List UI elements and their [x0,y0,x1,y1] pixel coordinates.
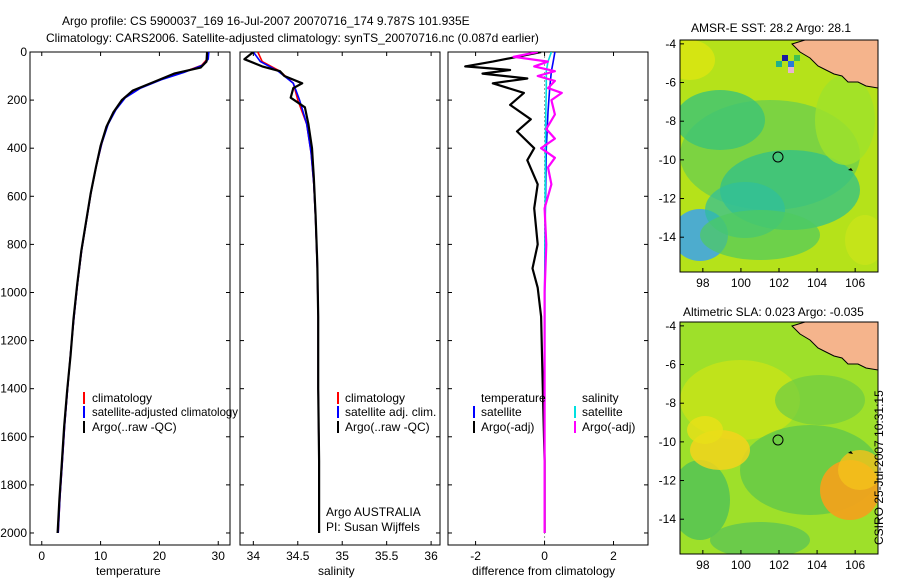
temperature-plot-area [56,52,210,534]
legend-label-satellite: satellite-adjusted climatology [92,405,238,419]
legend-label-sal-argo: Argo(-adj) [582,420,635,434]
legend-label-temp-satellite: satellite [481,405,522,419]
sla-map-image [680,322,878,554]
x-tick-label: 34 [247,549,261,563]
difference-ticks: -2 0 2 [448,51,648,563]
map-y-tick-label: -10 [659,153,677,167]
timestamp-stamp: CSIRO 25-Jul-2007 10:31:15 [872,390,886,545]
y-tick-label: 2000 [0,526,27,540]
y-tick-label: 0 [20,45,27,59]
map-x-tick-label: 98 [696,276,710,290]
map-y-tick-label: -14 [659,230,677,244]
salinity-panel: 34 34.5 35 35.5 36 salinity climatology sate… [239,51,441,578]
map-x-tick-label: 104 [807,276,827,290]
difference-xlabel: difference from climatology [472,564,615,578]
temperature-ticks: 0 10 20 30 0 200 400 600 800 1000 1200 1400 1600 1800… [0,45,230,563]
temperature-axes-frame [29,51,231,546]
header-line-1: Argo profile: CS 5900037_169 16-Jul-2007… [62,14,470,28]
map-x-tick-label: 102 [769,558,789,572]
legend-header-salinity: salinity [582,391,619,405]
difference-axes-frame [447,51,649,546]
legend-label-argo: Argo(..raw -QC) [92,420,177,434]
sla-map-ticks: 98 100 102 104 106 -4 -6 -8 -10 -12 -14 [659,319,866,572]
temperature-xlabel: temperature [96,564,161,578]
x-tick-label: 2 [610,549,617,563]
legend-label-argo: Argo(..raw -QC) [345,420,430,434]
temperature-panel: 0 10 20 30 0 200 400 600 800 1000 1200 1400 1600 1800… [0,45,238,578]
salinity-ticks: 34 34.5 35 35.5 36 [240,51,440,563]
legend-label-satellite: satellite adj. clim. [345,405,436,419]
map-y-tick-label: -6 [665,358,676,372]
x-tick-label: 0 [38,549,45,563]
series-temperature-argo [464,52,546,533]
y-tick-label: 800 [7,237,27,251]
x-tick-label: 20 [153,549,167,563]
legend-label-temp-argo: Argo(-adj) [481,420,534,434]
series-argo [243,52,321,533]
salinity-legend: climatology satellite adj. clim. Argo(..… [337,391,436,434]
salinity-axes-frame [239,51,441,546]
series-salinity-argo [512,52,563,533]
difference-panel: -2 0 2 difference from climatology tempera… [447,51,649,578]
salinity-xlabel: salinity [318,564,355,578]
x-tick-label: 10 [94,549,108,563]
legend-label-sal-satellite: satellite [582,405,623,419]
y-tick-label: 400 [7,141,27,155]
difference-plot-area [464,52,563,545]
map-x-tick-label: 106 [845,558,865,572]
y-tick-label: 1600 [0,430,27,444]
x-tick-label: 36 [424,549,438,563]
y-tick-label: 1200 [0,334,27,348]
map-y-tick-label: -6 [665,76,676,90]
map-y-tick-label: -10 [659,435,677,449]
sla-map-panel: Altimetric SLA: 0.023 Argo: -0.035 98 100… [659,305,879,572]
y-tick-label: 1800 [0,478,27,492]
map-y-tick-label: -14 [659,512,677,526]
map-x-tick-label: 98 [696,558,710,572]
sst-map-title: AMSR-E SST: 28.2 Argo: 28.1 [691,21,851,35]
x-tick-label: 35.5 [375,549,399,563]
x-tick-label: 30 [212,549,226,563]
map-x-tick-label: 100 [731,558,751,572]
y-tick-label: 1400 [0,382,27,396]
x-tick-label: -2 [470,549,481,563]
map-y-tick-label: -12 [659,474,677,488]
salinity-plot-area [243,52,321,533]
sla-map-argo-marker [772,434,784,446]
map-x-tick-label: 104 [807,558,827,572]
map-y-tick-label: -8 [665,396,676,410]
map-y-tick-label: -4 [665,37,676,51]
temperature-legend: climatology satellite-adjusted climatolo… [83,391,238,434]
float-annotation-line-2: PI: Susan Wijffels [326,520,420,534]
map-x-tick-label: 106 [845,276,865,290]
map-y-tick-label: -8 [665,114,676,128]
map-y-tick-label: -12 [659,192,677,206]
sst-map-argo-marker [772,151,784,163]
sst-map-image [680,40,878,272]
header-line-2: Climatology: CARS2006. Satellite-adjuste… [46,31,539,45]
legend-label-climatology: climatology [345,391,405,405]
difference-legend: temperature salinity satellite Argo(-adj… [473,391,635,434]
map-y-tick-label: -4 [665,319,676,333]
y-tick-label: 1000 [0,285,27,299]
x-tick-label: 34.5 [286,549,310,563]
y-tick-label: 200 [7,93,27,107]
map-x-tick-label: 100 [731,276,751,290]
legend-header-temperature: temperature [481,391,546,405]
sst-map-ticks: 98 100 102 104 106 -4 -6 -8 -10 -12 -14 [659,37,866,290]
x-tick-label: 35 [336,549,350,563]
legend-label-climatology: climatology [92,391,152,405]
y-tick-label: 600 [7,189,27,203]
x-tick-label: 0 [541,549,548,563]
map-x-tick-label: 102 [769,276,789,290]
series-argo [56,52,209,534]
float-annotation-line-1: Argo AUSTRALIA [326,505,421,519]
sst-map-panel: AMSR-E SST: 28.2 Argo: 28.1 98 100 102 104 1… [659,21,879,290]
sla-map-title: Altimetric SLA: 0.023 Argo: -0.035 [683,305,864,319]
